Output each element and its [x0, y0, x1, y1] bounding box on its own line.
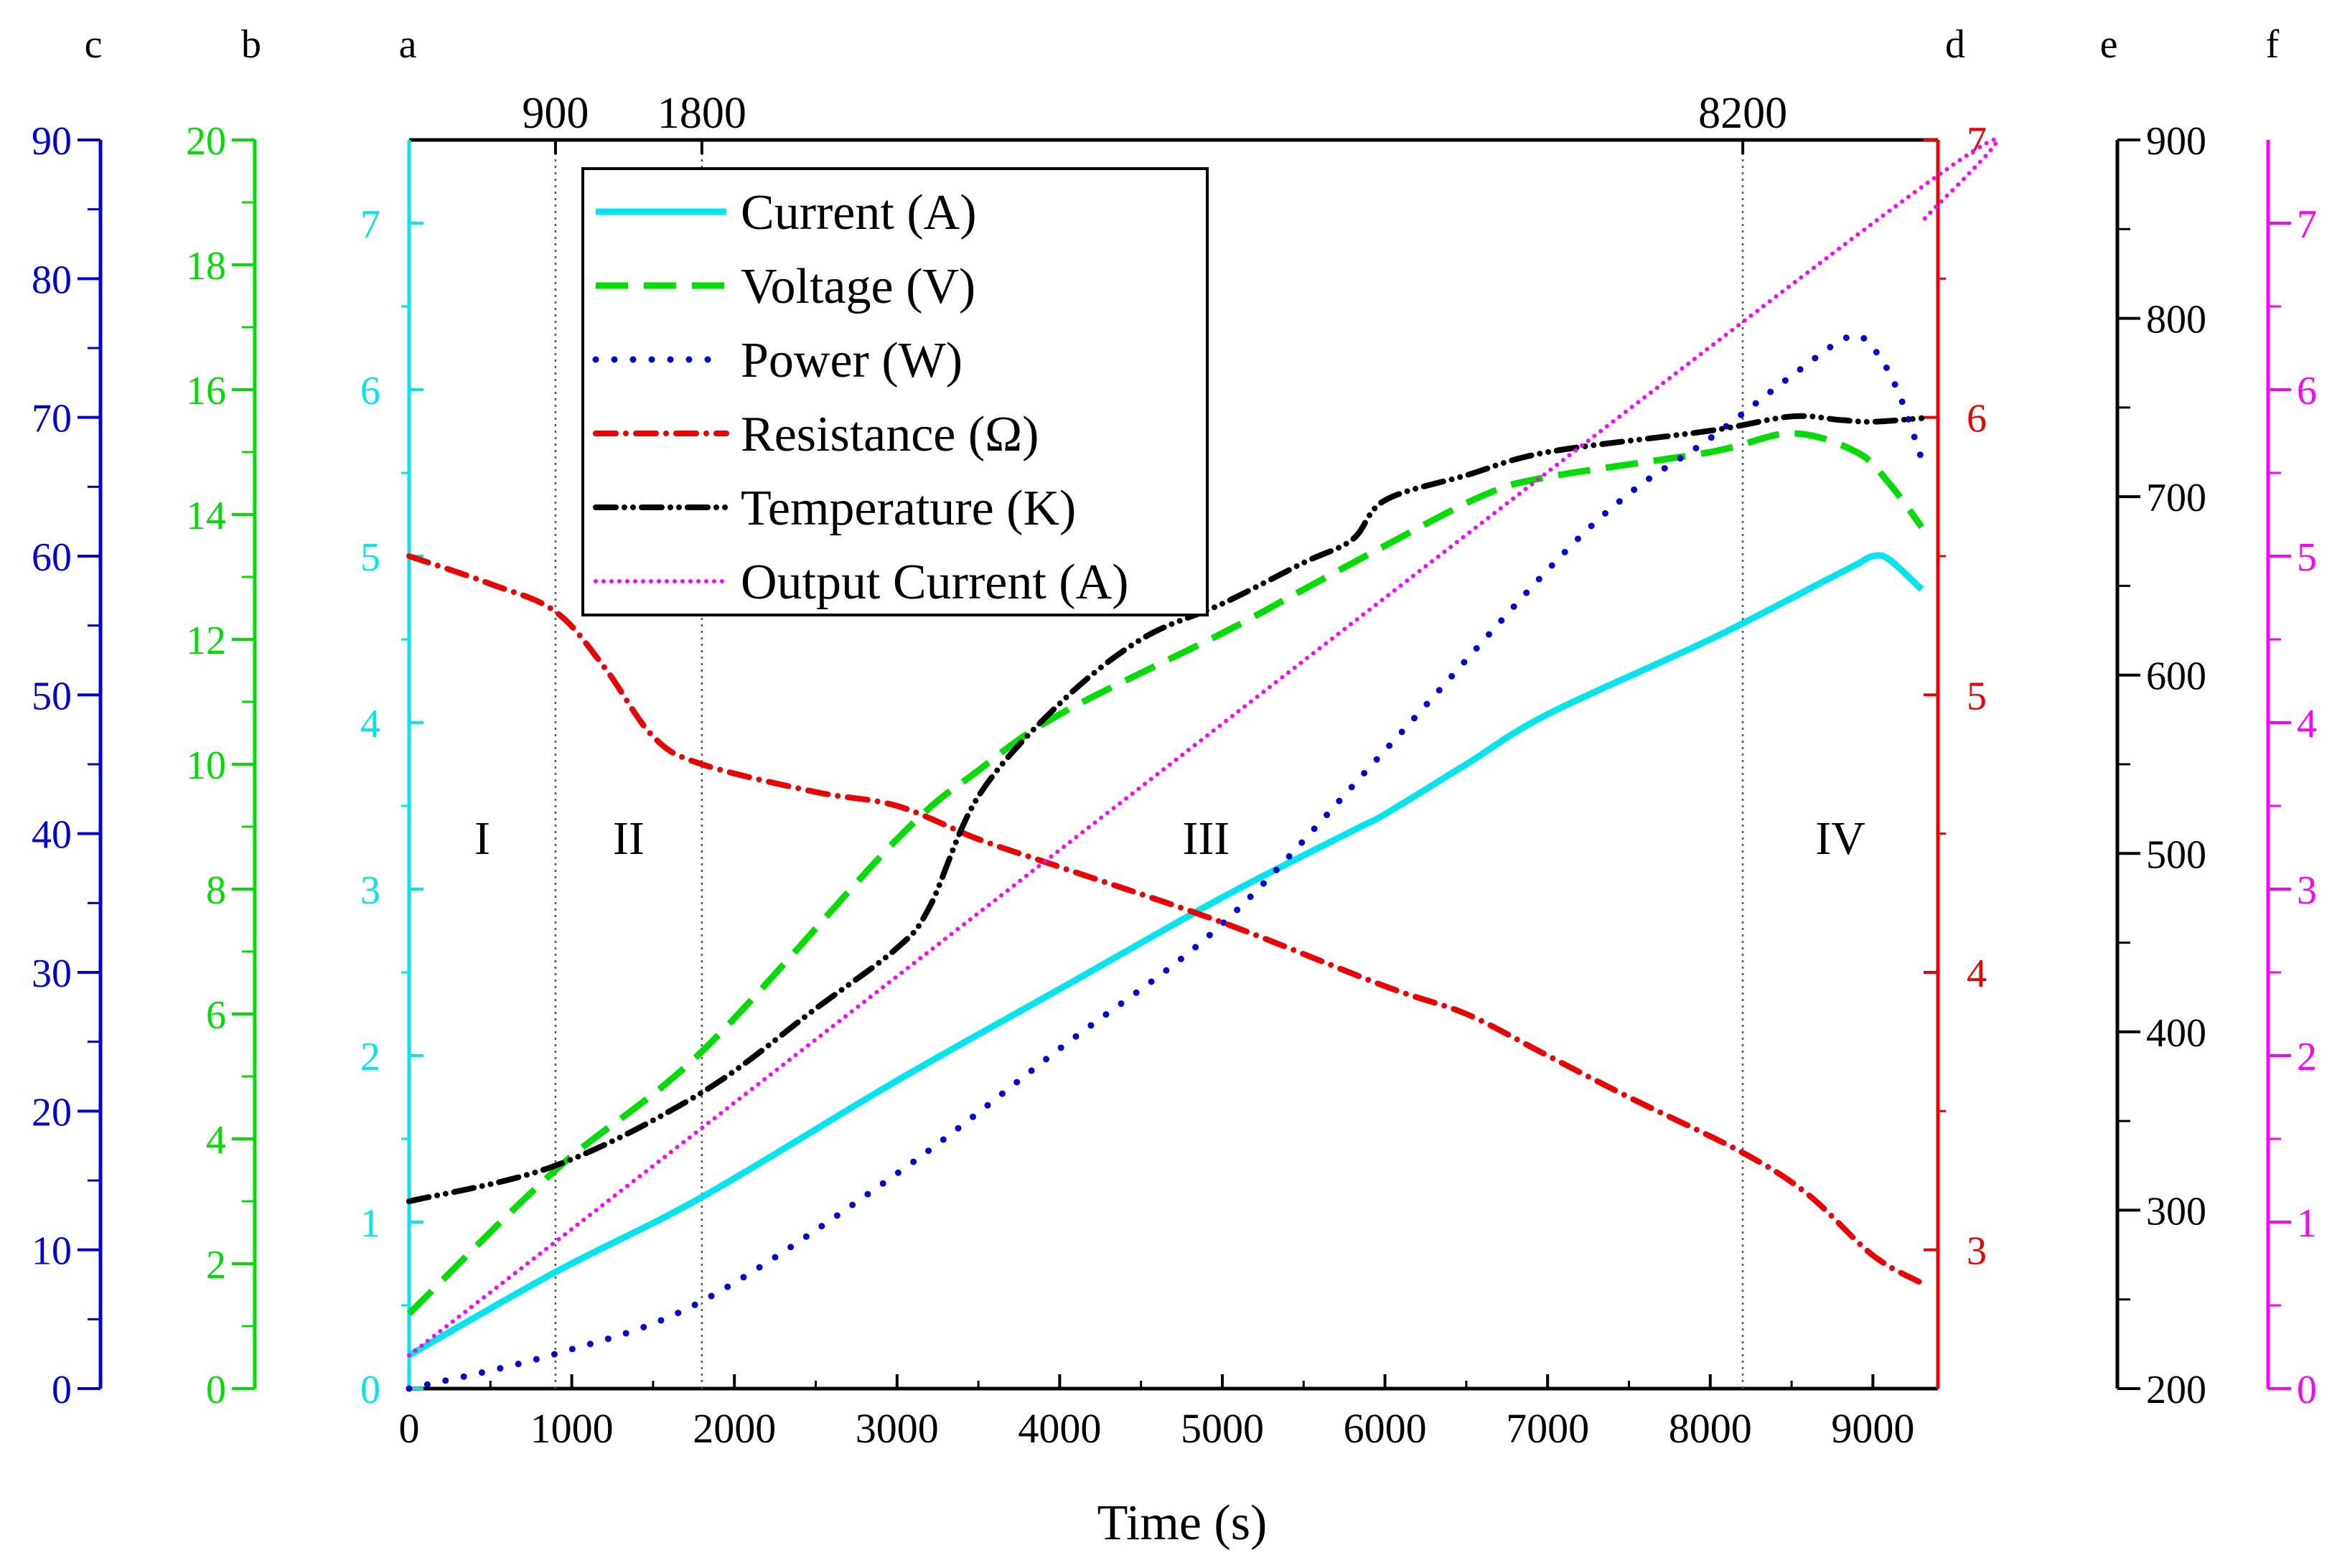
- legend-label: Output Current (A): [741, 555, 1128, 610]
- y-tick-label: 5: [2297, 535, 2317, 580]
- axis-id-label: c: [85, 22, 103, 67]
- y-tick-label: 0: [2297, 1368, 2317, 1412]
- y-tick-label: 2: [2297, 1035, 2317, 1079]
- y-tick-label: 200: [2146, 1368, 2206, 1412]
- x-tick-label: 0: [399, 1405, 420, 1452]
- y-tick-label: 90: [32, 119, 72, 164]
- top-tick-label: 900: [522, 89, 589, 138]
- series-line-e: [406, 413, 1925, 1204]
- axis-id-label: a: [399, 22, 417, 67]
- y-tick-label: 40: [32, 813, 72, 858]
- y-tick-label: 8: [206, 868, 226, 913]
- axis-id-label: f: [2266, 22, 2280, 67]
- series-line-a: [407, 552, 1924, 1358]
- y-tick-label: 6: [2297, 369, 2317, 413]
- y-tick-label: 16: [186, 369, 226, 413]
- top-tick-label: 8200: [1698, 89, 1787, 138]
- y-tick-label: 2: [360, 1035, 380, 1079]
- x-tick-label: 4000: [1018, 1405, 1101, 1452]
- y-tick-label: 30: [32, 952, 72, 996]
- legend-box: [581, 167, 1209, 616]
- y-tick-label: 50: [32, 674, 72, 718]
- region-label: II: [613, 812, 645, 865]
- y-axis-f: f 0 1 2 3 4 5 6 7: [2266, 22, 2317, 1412]
- legend-label: Voltage (V): [741, 259, 975, 314]
- y-tick-label: 5: [360, 535, 380, 580]
- y-tick-label: 6: [360, 369, 380, 413]
- series-line-b: [406, 430, 1924, 1316]
- y-tick-label: 80: [32, 258, 72, 302]
- axis-id-label: b: [241, 22, 261, 67]
- y-tick-label: 900: [2146, 119, 2206, 164]
- y-tick-label: 400: [2146, 1011, 2206, 1056]
- y-tick-label: 2: [206, 1243, 226, 1287]
- legend-label: Temperature (K): [741, 481, 1076, 536]
- x-tick-label: 9000: [1831, 1405, 1914, 1452]
- legend-label: Current (A): [741, 185, 977, 240]
- series: [406, 137, 2000, 1392]
- series-line-d: [406, 553, 1925, 1287]
- y-axis-b: b 0 2 4 6 8 10 12 14 16 18 20: [186, 22, 261, 1412]
- series-line-c: [406, 332, 1925, 1392]
- y-tick-label: 10: [32, 1229, 72, 1274]
- y-axis-a: a 0 1 2 3 4 5 6 7: [360, 22, 423, 1412]
- x-tick-label: 3000: [856, 1405, 939, 1452]
- x-tick-label: 2000: [693, 1405, 776, 1452]
- axis-id-label: e: [2100, 22, 2118, 67]
- x-tick-label: 7000: [1506, 1405, 1589, 1452]
- region-label: I: [474, 812, 490, 865]
- y-tick-label: 3: [2297, 868, 2317, 913]
- region-label: IV: [1815, 812, 1865, 865]
- y-tick-label: 7: [2297, 202, 2317, 247]
- y-tick-label: 700: [2146, 476, 2206, 520]
- x-tick-label: 8000: [1669, 1405, 1752, 1452]
- y-tick-label: 6: [206, 993, 226, 1038]
- y-tick-label: 0: [52, 1368, 72, 1412]
- y-tick-label: 3: [1967, 1229, 1987, 1274]
- axes: a01234567b02468101214161820c010203040506…: [32, 22, 2317, 1412]
- y-tick-label: 14: [186, 494, 226, 538]
- axis-id-label: d: [1945, 22, 1965, 67]
- y-tick-label: 10: [186, 743, 226, 788]
- legend-label: Power (W): [741, 333, 963, 388]
- y-tick-label: 6: [1967, 397, 1987, 441]
- y-tick-label: 4: [2297, 702, 2317, 746]
- y-tick-label: 1: [360, 1201, 380, 1246]
- x-tick-label: 5000: [1181, 1405, 1264, 1452]
- series-line-f: [407, 137, 2000, 1358]
- y-tick-label: 4: [360, 702, 380, 746]
- y-tick-label: 4: [1967, 952, 1987, 996]
- y-tick-label: 18: [186, 244, 226, 288]
- y-tick-label: 0: [360, 1368, 380, 1412]
- y-tick-label: 60: [32, 535, 72, 580]
- y-tick-label: 20: [32, 1090, 72, 1135]
- legend: Current (A) Voltage (V) Power (W) Resistanc…: [581, 167, 1209, 616]
- y-tick-label: 70: [32, 397, 72, 441]
- y-tick-label: 7: [360, 202, 380, 247]
- y-tick-label: 5: [1967, 674, 1987, 718]
- y-tick-label: 800: [2146, 298, 2206, 342]
- x-tick-label: 6000: [1344, 1405, 1427, 1452]
- y-tick-label: 12: [186, 619, 226, 663]
- y-tick-label: 500: [2146, 832, 2206, 877]
- region-label: III: [1182, 812, 1230, 865]
- y-tick-label: 20: [186, 119, 226, 164]
- y-tick-label: 4: [206, 1118, 226, 1163]
- x-tick-label: 1000: [530, 1405, 614, 1452]
- y-tick-label: 3: [360, 868, 380, 913]
- top-tick-label: 1800: [657, 89, 746, 138]
- y-tick-label: 600: [2146, 654, 2206, 699]
- y-tick-label: 0: [206, 1368, 226, 1412]
- y-axis-c: c 0 10 20 30 40 50 60 70 80 90: [32, 22, 103, 1412]
- y-tick-label: 1: [2297, 1201, 2317, 1246]
- plot-frame: 0 1000 2000 3000 4000 5000 6000 7000 8000 9000: [399, 138, 1938, 1452]
- y-tick-label: 300: [2146, 1189, 2206, 1234]
- x-axis-title: Time (s): [1097, 1496, 1268, 1551]
- y-axis-e: e 200 300 400 500 600 700 800 900: [2100, 22, 2206, 1412]
- legend-label: Resistance (Ω): [741, 407, 1039, 462]
